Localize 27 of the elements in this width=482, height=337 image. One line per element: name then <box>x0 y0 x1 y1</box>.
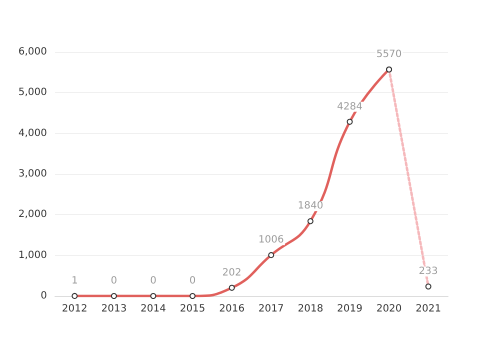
y-tick-label: 0 <box>40 290 47 302</box>
x-tick-label: 2017 <box>258 304 284 314</box>
y-tick-label: 4,000 <box>18 128 47 139</box>
x-tick-label: 2020 <box>376 304 402 314</box>
data-label: 233 <box>418 266 438 278</box>
data-label: 202 <box>222 267 242 278</box>
data-label: 0 <box>150 276 156 286</box>
data-label: 4284 <box>337 101 362 112</box>
x-tick-label: 2014 <box>140 304 166 314</box>
y-tick-label: 1,000 <box>18 250 47 261</box>
x-tick-label: 2015 <box>180 304 206 314</box>
y-tick-label: 2,000 <box>18 209 47 220</box>
data-label: 0 <box>110 276 118 286</box>
x-tick-label: 2021 <box>416 304 442 314</box>
data-label: 5570 <box>376 48 402 60</box>
x-tick-label: 2012 <box>62 304 88 314</box>
data-label: 0 <box>189 276 196 286</box>
y-tick-label: 3,000 <box>18 168 47 180</box>
data-label: 1006 <box>258 234 284 246</box>
x-tick-label: 2013 <box>101 304 127 314</box>
x-tick-label: 2016 <box>219 304 245 314</box>
x-tick-label: 2018 <box>298 304 324 314</box>
x-tick-label: 2019 <box>337 304 362 314</box>
y-tick-label: 6,000 <box>18 46 47 58</box>
y-tick-label: 5,000 <box>18 87 47 98</box>
data-label: 1840 <box>298 200 324 212</box>
data-label: 1 <box>71 275 78 286</box>
